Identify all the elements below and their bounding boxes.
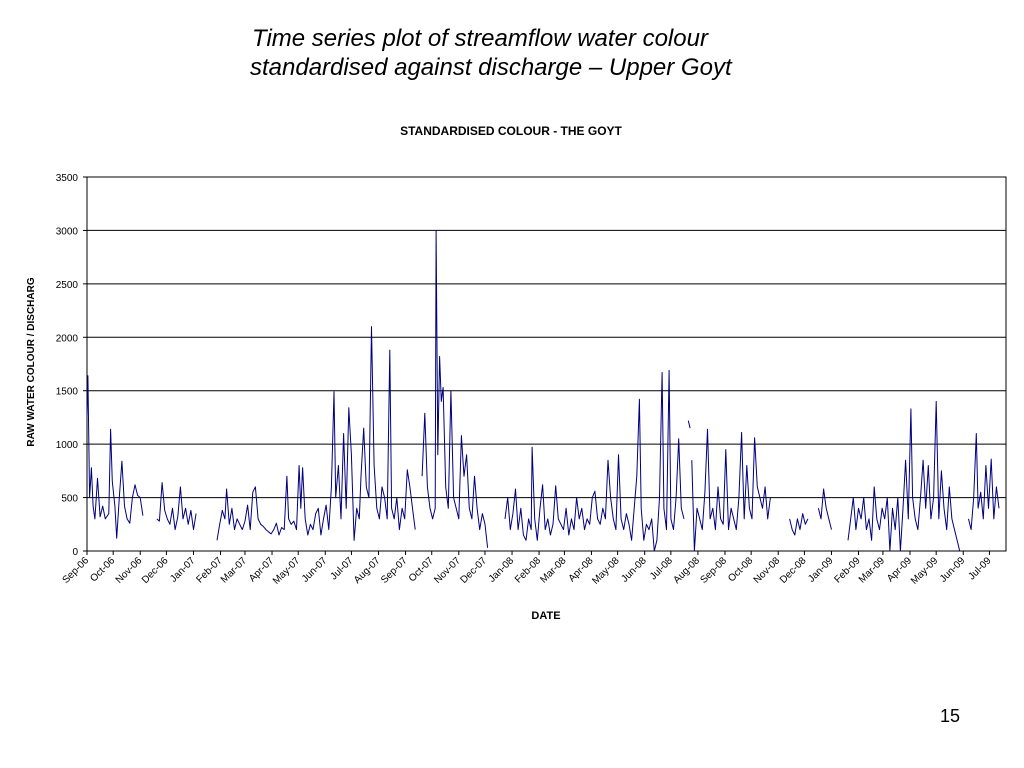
x-tick-label: Nov-06 bbox=[114, 555, 145, 586]
x-tick-label: Feb-09 bbox=[832, 555, 862, 585]
x-tick-label: Sep-08 bbox=[699, 555, 730, 586]
data-series bbox=[86, 229, 1000, 552]
x-tick-label: Aug-07 bbox=[352, 555, 383, 586]
x-tick-label: Sep-06 bbox=[61, 555, 92, 586]
x-tick-label: Nov-08 bbox=[752, 555, 783, 586]
y-axis-label: RAW WATER COLOUR / DISCHARG bbox=[26, 277, 37, 446]
chart-title: STANDARDISED COLOUR - THE GOYT bbox=[400, 124, 622, 138]
x-tick-label: Jan-07 bbox=[168, 555, 198, 585]
slide-title-line-2: standardised against discharge – Upper G… bbox=[250, 54, 732, 81]
page-number: 15 bbox=[939, 706, 961, 726]
x-tick-label: Aug-08 bbox=[671, 555, 702, 586]
x-tick-label: May-07 bbox=[271, 555, 303, 587]
x-tick-label: May-08 bbox=[590, 555, 622, 587]
x-tick-label: Feb-08 bbox=[513, 555, 543, 585]
x-tick-label: Nov-07 bbox=[432, 555, 463, 586]
y-tick-label: 3500 bbox=[56, 173, 79, 184]
x-axis-ticks: Sep-06Oct-06Nov-06Dec-06Jan-07Feb-07Mar-… bbox=[61, 551, 994, 587]
x-tick-label: Mar-07 bbox=[219, 555, 249, 585]
x-tick-label: Mar-08 bbox=[538, 555, 568, 585]
x-tick-label: May-09 bbox=[909, 555, 941, 587]
x-tick-label: Jun-07 bbox=[300, 555, 330, 585]
x-tick-label: Oct-06 bbox=[88, 555, 117, 584]
x-tick-label: Jan-08 bbox=[487, 555, 517, 585]
slide-title: Time series plot of streamflow water col… bbox=[230, 24, 790, 82]
x-tick-label: Sep-07 bbox=[379, 555, 410, 586]
x-tick-label: Dec-07 bbox=[459, 555, 490, 586]
y-tick-label: 1000 bbox=[56, 440, 79, 451]
x-tick-label: Dec-06 bbox=[140, 555, 171, 586]
x-tick-label: Mar-09 bbox=[857, 555, 887, 585]
x-tick-label: Jan-09 bbox=[806, 555, 836, 585]
y-tick-label: 0 bbox=[72, 547, 78, 558]
x-tick-label: Feb-07 bbox=[194, 555, 224, 585]
plot-area-border bbox=[86, 176, 1007, 552]
y-axis-ticks: 0 500 1000 1500 2000 2500 3000 3500 bbox=[56, 173, 87, 558]
x-tick-label: Jul-09 bbox=[966, 555, 993, 582]
x-axis-label: DATE bbox=[531, 610, 560, 622]
x-tick-label: Oct-08 bbox=[726, 555, 755, 584]
time-series-chart: STANDARDISED COLOUR - THE GOYT 0 500 1000 1… bbox=[26, 124, 1007, 622]
y-tick-label: 3000 bbox=[56, 226, 79, 237]
gridlines bbox=[87, 229, 1006, 499]
x-tick-label: Oct-07 bbox=[407, 555, 436, 584]
slide-title-line-1: Time series plot of streamflow water col… bbox=[252, 25, 708, 52]
x-tick-label: Jun-08 bbox=[619, 555, 649, 585]
x-tick-label: Dec-08 bbox=[778, 555, 809, 586]
series-line bbox=[86, 229, 1000, 552]
y-tick-label: 1500 bbox=[56, 387, 79, 398]
y-tick-label: 500 bbox=[61, 494, 78, 505]
x-tick-label: Jun-09 bbox=[938, 555, 968, 585]
y-tick-label: 2500 bbox=[56, 280, 79, 291]
y-tick-label: 2000 bbox=[56, 333, 79, 344]
